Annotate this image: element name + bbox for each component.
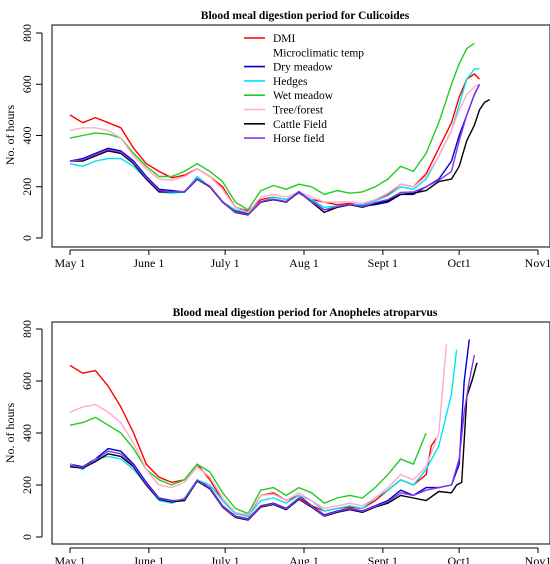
chart-1-plot-frame	[51, 24, 550, 248]
x-tick-label: June 1	[133, 256, 164, 270]
y-tick-label: 800	[20, 24, 34, 42]
y-tick-label: 0	[20, 534, 34, 540]
series-line-tree-forest	[69, 344, 448, 516]
series-line-wet-meadow	[69, 416, 427, 515]
x-tick-label: May 1	[55, 554, 86, 564]
x-tick-label: Sept 1	[368, 554, 398, 564]
chart-1-title: Blood meal digestion period for Culicoid…	[201, 10, 410, 22]
series-line-hedges	[69, 349, 458, 517]
x-tick-label: Aug 1	[289, 256, 319, 270]
y-tick-label: 0	[20, 235, 34, 241]
series-line-tree-forest	[69, 83, 480, 214]
x-tick-label: Oct1	[447, 554, 470, 564]
series-line-horse-field	[69, 354, 476, 520]
chart-1-y-axis-label: No. of hours	[3, 105, 17, 166]
chart-2-title: Blood meal digestion period for Anophele…	[173, 307, 438, 319]
legend-label: Dry meadow	[273, 62, 333, 74]
chart-anopheles: Blood meal digestion period for Anophele…	[3, 307, 550, 564]
chart-2-x-ticks: May 1 June 1 July 1 Aug 1 Sept 1 Oct1 Nov1	[55, 548, 550, 564]
legend-label: Horse field	[273, 133, 325, 145]
legend-label: DMI	[273, 33, 296, 45]
y-tick-label: 400	[20, 424, 34, 442]
series-line-horse-field	[69, 83, 481, 216]
y-tick-label: 200	[20, 476, 34, 494]
chart-2-series	[69, 339, 478, 521]
x-tick-label: Nov1	[525, 554, 550, 564]
chart-1-legend: DMI Microclimatic temp Dry meadow Hedges Wet…	[244, 33, 364, 145]
legend-label: Microclimatic temp	[273, 47, 364, 59]
legend-label: Tree/forest	[273, 105, 324, 117]
chart-2-plot-frame	[51, 321, 550, 545]
x-tick-label: June 1	[133, 554, 164, 564]
x-tick-label: Nov1	[525, 256, 550, 270]
chart-2-y-ticks: 0 200 400 600 800	[20, 320, 42, 540]
legend-label: Wet meadow	[273, 90, 334, 102]
chart-culicoides: Blood meal digestion period for Culicoid…	[3, 10, 550, 270]
y-tick-label: 200	[20, 178, 34, 196]
y-tick-label: 600	[20, 75, 34, 93]
chart-1-y-ticks: 0 200 400 600 800	[20, 24, 42, 241]
series-line-cattle-field	[69, 362, 478, 521]
chart-2-y-axis-label: No. of hours	[3, 403, 17, 464]
series-line-dry-meadow	[69, 339, 470, 520]
y-tick-label: 600	[20, 372, 34, 390]
x-tick-label: May 1	[55, 256, 86, 270]
x-tick-label: Oct1	[447, 256, 470, 270]
x-tick-label: July 1	[211, 256, 240, 270]
x-tick-label: July 1	[211, 554, 240, 564]
y-tick-label: 400	[20, 127, 34, 145]
x-tick-label: Sept 1	[368, 256, 398, 270]
legend-label: Cattle Field	[273, 119, 327, 131]
chart-1-x-ticks: May 1 June 1 July 1 Aug 1 Sept 1 Oct1 Nov1	[55, 250, 550, 270]
legend-label: Hedges	[273, 76, 308, 88]
series-line-wet-meadow	[69, 42, 475, 211]
y-tick-label: 800	[20, 320, 34, 338]
x-tick-label: Aug 1	[289, 554, 319, 564]
chart-1-series	[69, 42, 491, 216]
